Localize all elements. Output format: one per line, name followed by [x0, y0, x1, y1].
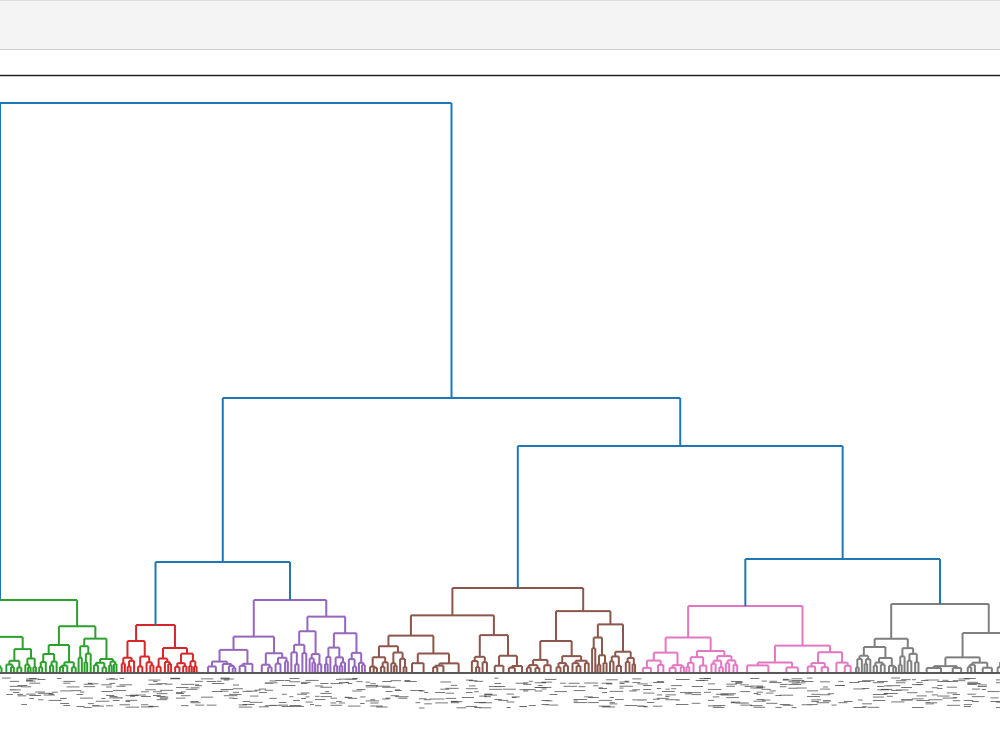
toolbar	[0, 0, 1000, 50]
